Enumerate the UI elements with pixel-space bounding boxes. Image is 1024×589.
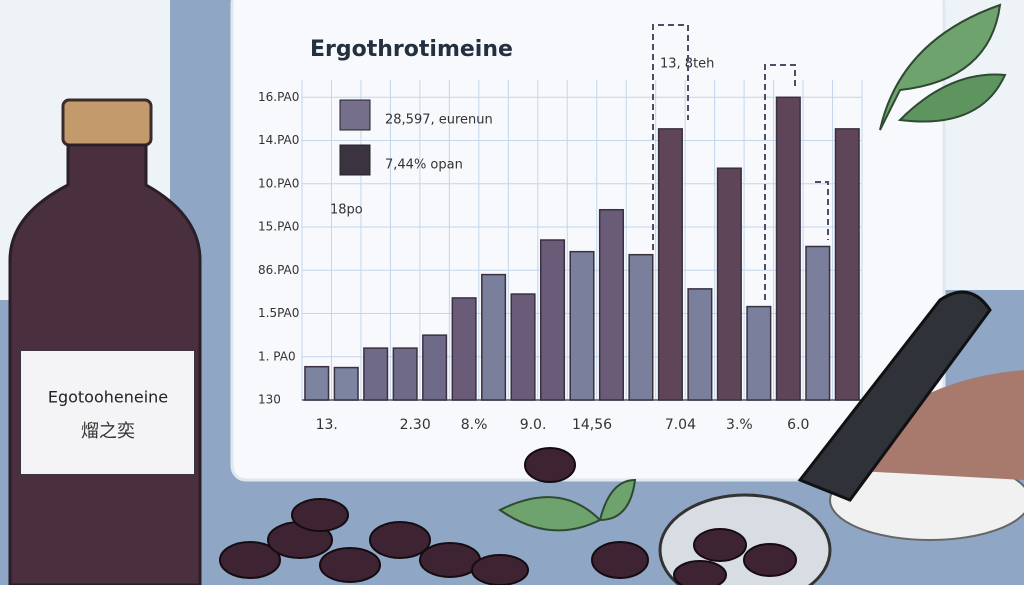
y-tick-label: 86.PA0 [258, 263, 299, 277]
chart: Ergothrotimeine 130 1. PA0 1.5PA0 86.PA0 15.… [258, 37, 863, 433]
bar [805, 245, 831, 401]
y-tick-label: 1. PA0 [258, 349, 296, 363]
y-tick-label: 1.5PA0 [258, 306, 299, 320]
y-tick-label: 14.PA0 [258, 133, 299, 147]
bottle: Egotooheneine 熘之奕 [8, 98, 202, 587]
x-tick-label: 6.0 [787, 417, 809, 433]
y-tick-label: 10.PA0 [258, 176, 299, 190]
leaf [879, 3, 1002, 131]
legend-swatch [339, 99, 371, 131]
leaf [498, 478, 637, 532]
bar [775, 96, 801, 401]
y-tick-label: 15.PA0 [258, 220, 299, 234]
bar [539, 239, 566, 401]
bar [363, 347, 389, 401]
leaf [897, 73, 1007, 123]
x-tick-label: 14,56 [572, 417, 612, 433]
chart-title: Ergothrotimeine [310, 37, 513, 62]
bar [333, 366, 359, 401]
x-tick-label: 7.04 [665, 417, 696, 433]
bottle-label [19, 349, 196, 476]
bar [834, 128, 860, 401]
bar [687, 288, 713, 401]
x-tick-label: 13. [316, 417, 338, 433]
bar [598, 208, 625, 401]
bar [569, 250, 595, 401]
bar [481, 273, 507, 401]
x-tick-label: 3.% [726, 417, 753, 433]
bar [392, 347, 418, 401]
legend-swatch [339, 144, 371, 176]
bracket-lines [652, 24, 829, 300]
x-tick-label: 2.30 [400, 417, 431, 433]
x-tick-label: 8.% [461, 417, 488, 433]
x-tick-label: 9.0. [520, 417, 547, 433]
bottle-subtitle: 熘之奕 [81, 421, 135, 442]
bar [657, 128, 683, 401]
y-tick-label: 16.PA0 [258, 90, 299, 104]
scoop-handle [797, 290, 992, 502]
bottle-cap [61, 98, 153, 147]
beans [219, 447, 797, 589]
bar [304, 365, 330, 401]
legend-label: 28,597, eurenun [385, 113, 493, 128]
bar [422, 334, 448, 401]
bottle-title: Egotooheneine [48, 388, 168, 407]
annotation: 13, 8teh [660, 57, 714, 72]
bar [716, 167, 742, 401]
legend-label: 7,44% opan [385, 158, 463, 173]
bar [746, 305, 772, 401]
bar [451, 297, 477, 401]
annotation: 18po [330, 203, 363, 218]
bar [628, 253, 654, 401]
bar [510, 293, 536, 401]
y-tick-label: 130 [258, 393, 281, 407]
